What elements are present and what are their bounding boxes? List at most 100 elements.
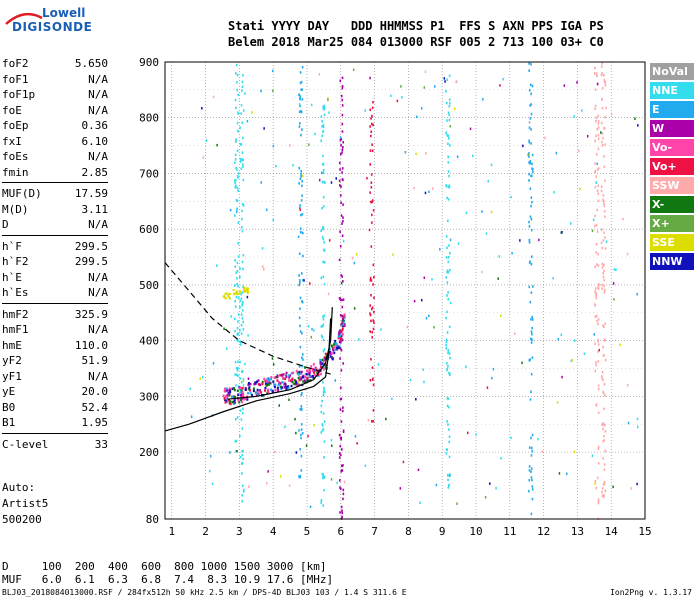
echo-point [595, 134, 597, 138]
echo-point [239, 328, 241, 332]
echo-point [339, 408, 342, 411]
echo-point [528, 261, 531, 264]
f2-trace-point [281, 381, 284, 384]
f2-trace-point [264, 389, 267, 392]
f2-trace-point [330, 352, 333, 355]
echo-point [234, 265, 237, 268]
f2-trace-point [339, 337, 342, 340]
echo-point [241, 226, 243, 229]
echo-point [342, 280, 344, 283]
f2-trace-point [335, 342, 338, 346]
echo-point [272, 144, 275, 148]
echo-point [449, 301, 452, 305]
echo-point [320, 229, 322, 233]
echo-point [322, 338, 325, 342]
echo-point [594, 104, 597, 108]
echo-point [528, 241, 531, 244]
echo-point [239, 434, 241, 438]
echo-point [370, 181, 373, 184]
echo-point [571, 358, 573, 362]
echo-point [603, 204, 606, 208]
echo-point [530, 318, 532, 321]
echo-point [528, 172, 530, 176]
echo-point [573, 450, 576, 454]
echo-point [322, 380, 324, 384]
param-row: B1 1.95 [2, 415, 108, 431]
echo-point [234, 418, 237, 421]
echo-point [371, 199, 374, 202]
echo-point [356, 253, 358, 256]
echo-point [637, 124, 639, 127]
echo-point [237, 360, 239, 364]
echo-point [320, 139, 322, 143]
f2-trace-point [225, 395, 228, 398]
es-trace-point [232, 288, 235, 291]
param-value: 20.0 [81, 385, 109, 398]
echo-point [295, 451, 298, 454]
echo-point [529, 160, 532, 163]
echo-point [322, 123, 325, 127]
f2-trace-point [293, 379, 296, 382]
echo-point [604, 322, 606, 325]
echo-point [594, 88, 597, 91]
echo-point [369, 378, 372, 382]
echo-point [603, 278, 605, 282]
f2-trace-point [303, 379, 306, 382]
echo-point [595, 119, 597, 123]
f2-trace-point [234, 401, 237, 405]
echo-point [597, 167, 600, 170]
digisonde-logo: Lowell DIGISONDE [4, 6, 92, 46]
echo-point [309, 282, 311, 285]
echo-point [530, 217, 533, 221]
echo-point [495, 486, 497, 490]
echo-point [601, 370, 604, 374]
f2-trace-point [306, 379, 309, 382]
echo-point [212, 95, 215, 99]
echo-point [341, 151, 343, 154]
echo-point [322, 171, 325, 175]
echo-point [339, 230, 341, 234]
echo-point [242, 109, 245, 112]
echo-point [595, 296, 598, 300]
echo-point [502, 77, 504, 81]
echo-point [597, 447, 600, 451]
echo-point [626, 252, 629, 256]
echo-point [447, 486, 450, 489]
echo-point [603, 480, 606, 484]
param-value: 33 [94, 437, 108, 451]
echo-point [298, 429, 300, 432]
echo-point [530, 470, 532, 473]
echo-point [242, 300, 244, 304]
echo-point [595, 223, 598, 227]
echo-point [240, 323, 243, 327]
echo-point [390, 94, 392, 98]
es-trace-point [228, 292, 231, 295]
echo-point [603, 291, 606, 294]
echo-point [372, 377, 374, 381]
echo-point [531, 485, 534, 488]
echo-point [528, 489, 530, 493]
echo-point [322, 393, 325, 397]
echo-point [447, 155, 450, 159]
echo-point [596, 230, 599, 233]
f2-trace-point [241, 397, 244, 400]
echo-point [235, 338, 238, 341]
echo-point [373, 296, 375, 300]
echo-point [310, 335, 313, 339]
echo-point [341, 515, 343, 519]
echo-point [530, 390, 532, 394]
echo-point [321, 399, 323, 403]
f2-trace-point [287, 386, 290, 390]
echo-point [323, 475, 326, 479]
echo-point [565, 472, 568, 476]
echo-point [594, 170, 597, 174]
f2-trace-point [233, 388, 236, 392]
echo-point [446, 101, 448, 105]
f2-trace-point [240, 394, 243, 397]
echo-point [370, 130, 373, 134]
echo-point [447, 142, 449, 145]
echo-point [301, 356, 303, 360]
echo-point [602, 440, 605, 443]
f2-trace-point [297, 376, 300, 380]
echo-point [369, 304, 371, 307]
